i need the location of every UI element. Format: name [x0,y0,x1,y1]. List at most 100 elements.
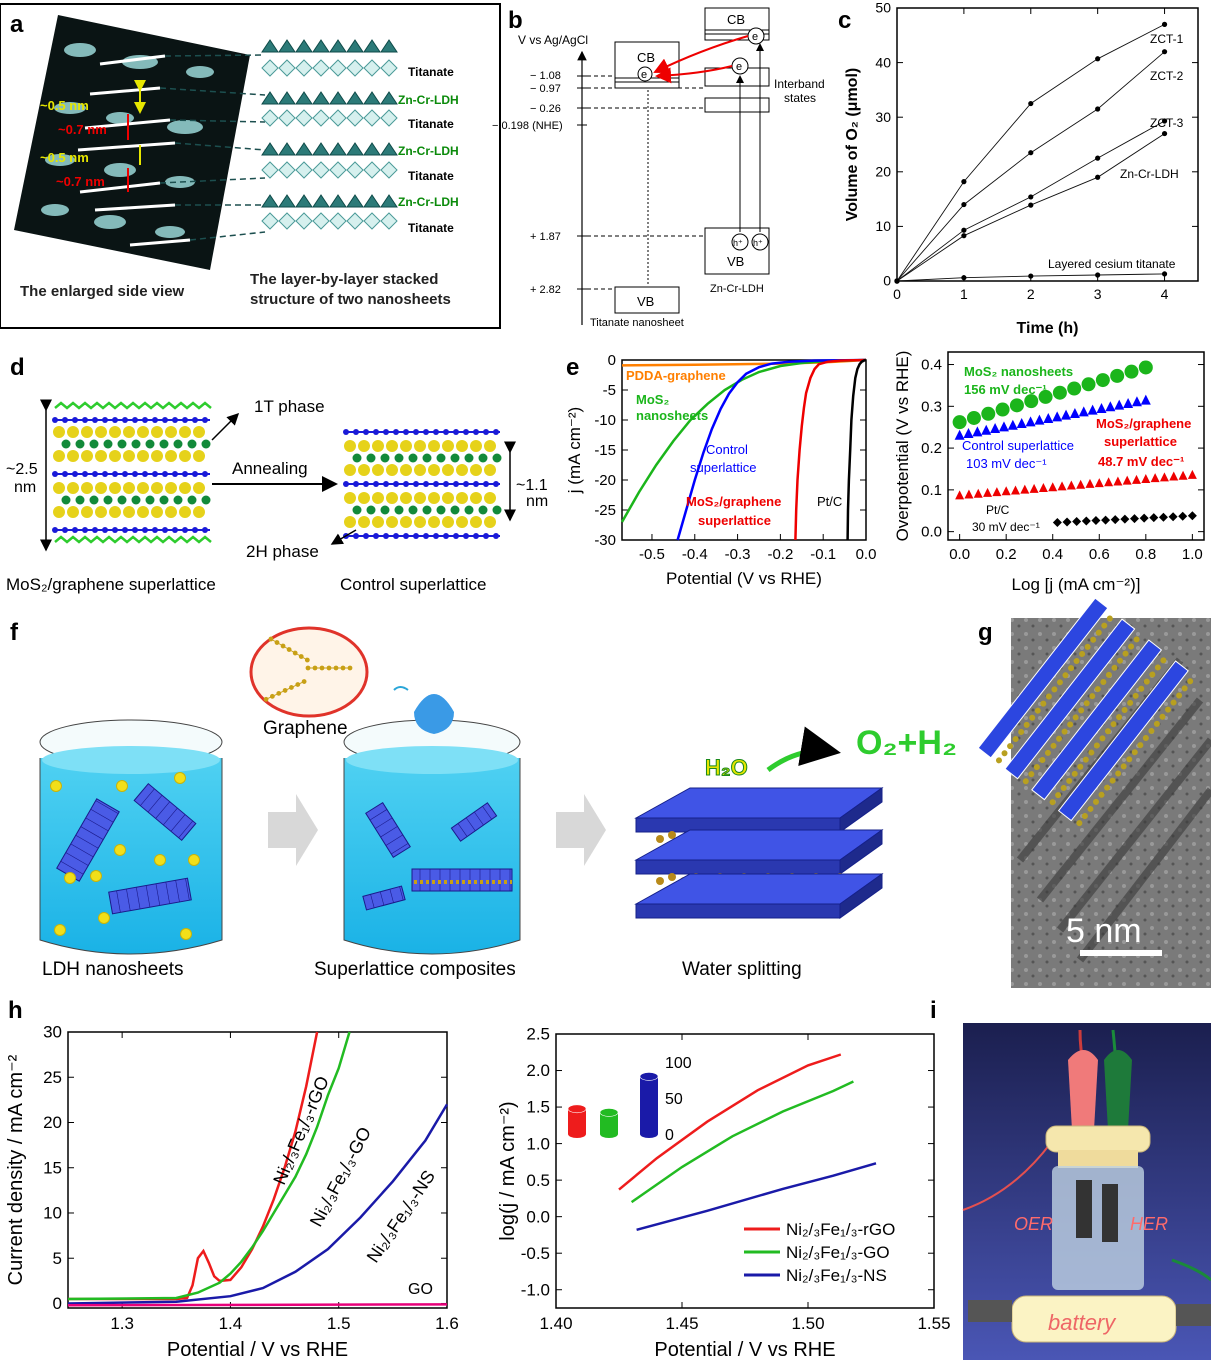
plot-frame [896,7,1199,282]
graphene-atom [1060,785,1067,792]
x-axis-label: Time (h) [1017,320,1079,337]
graphene-atom [1131,749,1138,756]
data-point [961,275,967,281]
atom-s [400,464,412,476]
atom-blue [433,429,439,435]
atom-blue [192,471,198,477]
atom-blue [72,527,78,533]
data-point [1038,389,1053,404]
data-point [966,410,981,425]
cation-ball [54,924,66,936]
atom-mo [408,453,418,463]
graphene-atom [1076,820,1083,827]
x-tick-label: 0 [893,286,901,302]
atom-blue [403,481,409,487]
series-line [67,1103,449,1305]
atom-s [470,516,482,528]
atom-mo [187,439,197,449]
ldh-layer [1004,618,1136,780]
graphene-atom [1077,763,1084,770]
graphene-atom [1116,657,1123,664]
x-axis-label: Potential / V vs RHE [167,1339,348,1361]
atom-blue [413,533,419,539]
panel-f-letter: f [10,619,19,646]
titanate-octahedron [346,59,364,77]
h2o-label: H₂O [705,755,748,780]
graphene-sheet [263,679,307,702]
atom-blue [383,481,389,487]
y-tick-label: 10 [43,1204,62,1223]
atom-blue [162,417,168,423]
y-tick-label: 0.1 [921,482,942,499]
pdda-chain [54,401,212,410]
atom-blue [393,429,399,435]
series-line [846,358,867,541]
atom-blue [463,533,469,539]
ldh-octahedron [261,142,279,156]
sheet-edge [375,817,393,829]
series-line [618,1053,842,1191]
atom-s [414,492,426,504]
graphene-atom [1127,699,1134,706]
atom-s [484,464,496,476]
titanate-octahedron [329,109,347,127]
ldh-octahedron [312,39,330,53]
atom-s [344,464,356,476]
sheet-edge [175,880,180,903]
titanate-octahedron [329,212,347,230]
series-line [630,1080,854,1204]
titanate-octahedron [261,161,279,179]
atom-blue [102,471,108,477]
atom-s [484,516,496,528]
titanate-octahedron [380,109,398,127]
series-label: Zn-Cr-LDH [1120,167,1179,181]
atom-blue [202,471,208,477]
data-point [1028,100,1034,107]
series-label: Pt/C [817,494,842,509]
atom-blue [403,533,409,539]
panel-g: g 5 nm [977,597,1211,988]
data-point [1159,472,1169,482]
data-point [1178,511,1188,521]
ldh-electron-1: e [752,31,758,43]
y-tick-label: -30 [594,532,616,549]
atom-s [165,450,177,462]
atom-s [193,450,205,462]
titanate-octahedron [329,161,347,179]
graphene-atom [1138,685,1145,692]
atom-blue [152,471,158,477]
atom-blue [463,481,469,487]
atom-blue [483,429,489,435]
series-label: superlattice [698,513,771,528]
data-point [983,487,993,497]
graphene-atom [1165,706,1172,713]
sheet-edge [145,885,151,908]
y-tick-label: 0 [53,1294,62,1313]
ldh-label: Zn-Cr-LDH [710,283,764,295]
atom-s [179,450,191,462]
carbon-bond [265,680,307,700]
data-point [1105,401,1116,412]
atom-mo [492,505,502,515]
ldh-octahedron [380,142,398,156]
sheet-edge [135,887,141,909]
y-axis-label: Volume of O₂ (μmol) [844,68,861,221]
atom-mo [145,439,155,449]
atom-blue [363,481,369,487]
series-label: MoS₂ [636,392,669,407]
atom-s [372,440,384,452]
atom-blue [82,527,88,533]
graphene-atom [1126,756,1133,763]
data-point [981,424,992,435]
graphene-atom [1132,692,1139,699]
atom-s [428,440,440,452]
graphene-atom [1034,707,1041,714]
sheet-edge [95,800,119,814]
graphene-atom [1068,665,1075,672]
atom-blue [172,527,178,533]
graphene-atom [1111,664,1118,671]
titanate-octahedron [346,109,364,127]
beaker-ldh-nanosheets [39,719,223,955]
atom-s [53,482,65,494]
